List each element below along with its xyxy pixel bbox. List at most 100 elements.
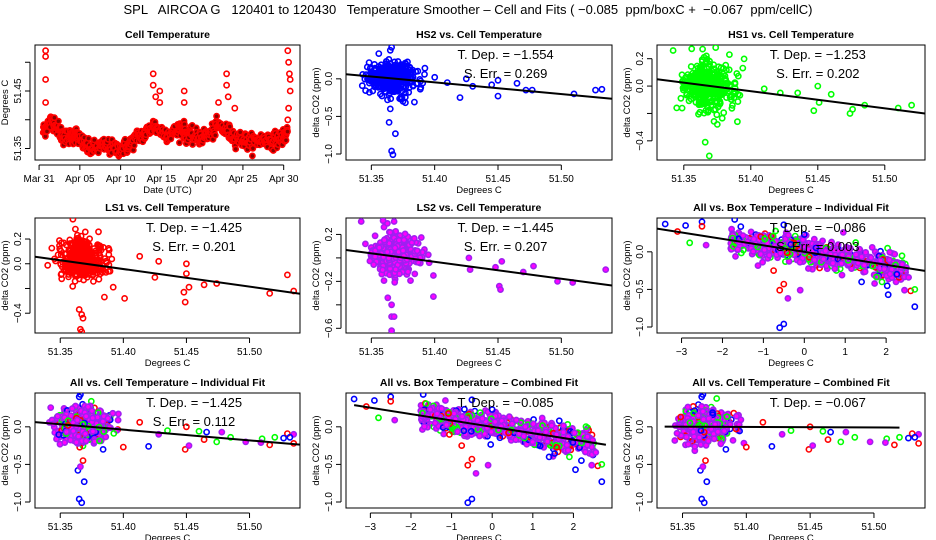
data-point [81, 430, 89, 438]
y-axis-label: delta CO2 (ppm) [311, 240, 322, 310]
data-point [285, 70, 293, 78]
data-point [582, 448, 589, 456]
data-point [682, 222, 689, 229]
data-point [185, 283, 193, 291]
data-point [734, 246, 742, 253]
data-point [810, 235, 818, 243]
data-point [226, 123, 234, 130]
data-point [438, 405, 446, 412]
x-tick-label: 51.45 [174, 347, 199, 358]
panel-title: All vs. Cell Temperature – Individual Fi… [70, 377, 266, 389]
data-point [769, 232, 777, 240]
data-point [68, 405, 76, 412]
data-point [555, 417, 563, 425]
data-point [796, 258, 804, 266]
data-point [136, 418, 144, 426]
data-point [712, 105, 719, 113]
data-point [468, 455, 476, 463]
data-point [286, 87, 294, 95]
data-point [836, 265, 844, 273]
x-tick-label: −1 [758, 347, 770, 358]
data-point [548, 422, 556, 429]
y-axis-label: delta CO2 (ppm) [0, 240, 11, 310]
data-point [84, 403, 92, 411]
data-point [805, 265, 812, 272]
y-tick-label: 0.0 [635, 79, 646, 93]
x-axis-label: Degrees C [768, 185, 814, 196]
data-point [880, 265, 888, 273]
data-point [218, 428, 226, 436]
data-point [520, 432, 528, 440]
data-point [380, 236, 388, 244]
y-axis-label: delta CO2 (ppm) [622, 67, 633, 137]
data-point [464, 461, 472, 469]
data-point [497, 286, 504, 293]
x-axis-label: Degrees C [768, 358, 814, 369]
data-point [695, 88, 702, 96]
data-point [810, 107, 818, 115]
data-point [710, 65, 718, 73]
y-tick-label: −0.5 [324, 106, 335, 126]
data-point [688, 45, 696, 53]
data-point [878, 278, 886, 286]
data-point [823, 262, 830, 270]
t-dep-annotation: T. Dep. = −1.554 [458, 47, 554, 62]
data-point [96, 437, 103, 445]
data-point [410, 98, 418, 106]
x-tick-label: Apr 05 [65, 174, 95, 185]
s-err-annotation: S. Err. = 0.202 [776, 66, 859, 81]
panel-title: LS2 vs. Cell Temperature [417, 202, 542, 214]
data-point [584, 433, 591, 441]
data-point [908, 101, 915, 109]
data-point [105, 251, 113, 258]
data-point [417, 234, 425, 241]
data-point [476, 432, 483, 440]
data-point [553, 443, 560, 451]
data-point [95, 275, 103, 283]
data-point [398, 63, 405, 71]
data-point [873, 273, 880, 281]
x-tick-label: 51.40 [111, 347, 136, 358]
y-axis-label: delta CO2 (ppm) [0, 415, 11, 485]
data-point [180, 99, 188, 106]
data-point [460, 405, 468, 413]
data-point [82, 245, 90, 252]
data-point [365, 89, 373, 96]
x-tick-label: 51.45 [485, 347, 510, 358]
data-point [94, 241, 101, 248]
t-dep-annotation: T. Dep. = −0.086 [770, 220, 866, 235]
data-point [203, 428, 210, 436]
x-tick-label: 51.45 [174, 522, 199, 533]
data-point [58, 263, 66, 271]
data-point [61, 439, 69, 446]
data-point [151, 273, 159, 281]
data-point [820, 255, 827, 263]
data-point [78, 499, 86, 507]
data-point [512, 416, 520, 424]
data-point [284, 116, 292, 124]
data-point [785, 257, 793, 265]
data-point [67, 436, 74, 444]
data-point [42, 99, 49, 106]
data-point [286, 76, 294, 83]
data-points [357, 218, 610, 333]
data-point [391, 130, 399, 138]
plot-frame [345, 44, 613, 161]
data-point [392, 265, 400, 273]
panel-all-vs-cell-combined: All vs. Cell Temperature – Combined Fit5… [622, 377, 926, 540]
data-point [445, 431, 453, 438]
data-point [685, 97, 693, 105]
data-point [376, 75, 384, 83]
data-point [78, 311, 86, 318]
data-point [77, 463, 84, 471]
fit-line [353, 404, 607, 446]
data-point [78, 245, 86, 253]
data-point [90, 277, 97, 285]
data-point [200, 281, 208, 289]
x-tick-label: −2 [405, 522, 417, 533]
x-tick-label: Mar 31 [24, 174, 56, 185]
x-tick-label: 51.40 [738, 174, 763, 185]
data-point [784, 294, 792, 302]
x-axis-label: Degrees C [456, 185, 502, 196]
